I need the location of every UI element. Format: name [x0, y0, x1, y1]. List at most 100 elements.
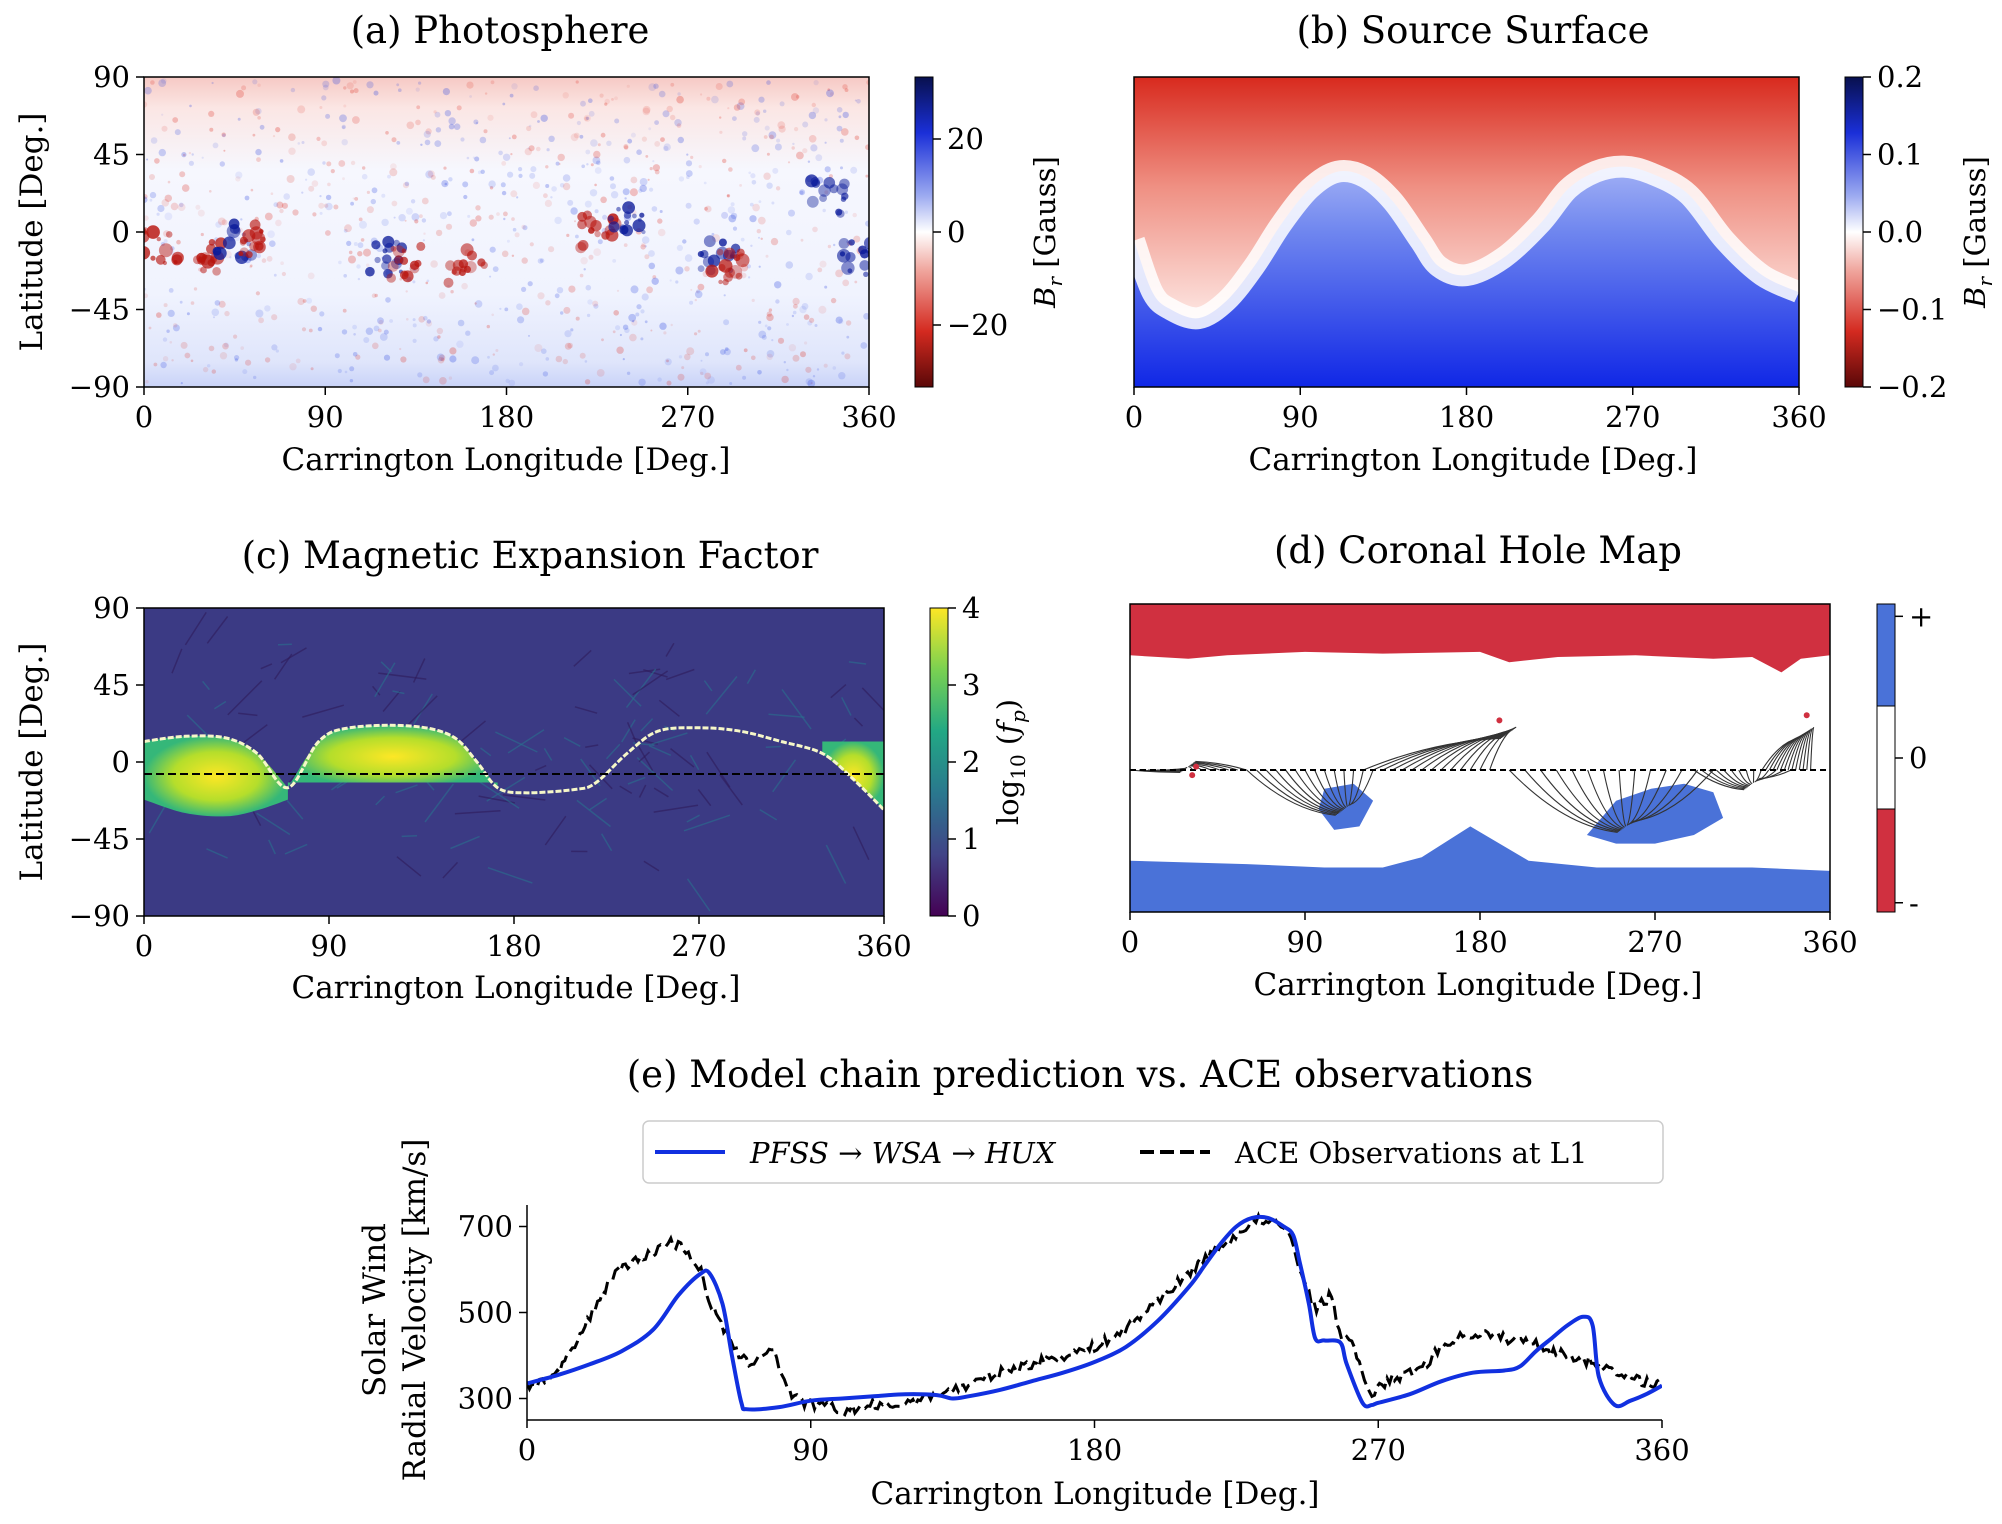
photosphere-noise-speck [273, 202, 279, 208]
photosphere-noise-speck [190, 301, 195, 305]
photosphere-noise-speck [766, 313, 774, 322]
active-region-6-blob [458, 259, 469, 269]
photosphere-noise-speck [630, 285, 639, 294]
field-line [1256, 769, 1337, 816]
expansion-streak [256, 812, 291, 836]
photosphere-noise-speck [508, 379, 516, 387]
photosphere-noise-speck [626, 371, 631, 375]
photosphere-noise-speck [236, 89, 244, 98]
active-region-4-blob [382, 254, 392, 264]
photosphere-noise-speck [319, 195, 322, 198]
photosphere-noise-speck [700, 93, 703, 96]
expansion-streak [442, 861, 459, 879]
panel-a-ctick-label-1: 0 [947, 215, 965, 249]
photosphere-noise-speck [252, 133, 256, 137]
expansion-streak [830, 684, 847, 699]
expansion-streak [495, 731, 538, 753]
panel-b-title: (b) Source Surface [1296, 9, 1649, 52]
photosphere-noise-speck [448, 117, 456, 125]
photosphere-noise-speck [562, 182, 571, 191]
expansion-streak [478, 780, 520, 809]
photosphere-noise-speck [360, 238, 365, 242]
photosphere-noise-speck [271, 344, 278, 351]
photosphere-noise-speck [169, 341, 173, 344]
photosphere-noise-speck [233, 334, 238, 339]
active-region-10-blob [718, 279, 723, 285]
photosphere-noise-speck [579, 352, 586, 359]
field-line [1730, 769, 1751, 786]
photosphere-noise-speck [167, 309, 175, 317]
active-region-12-blob [873, 249, 882, 258]
photosphere-noise-speck [557, 153, 565, 162]
panel-coronal-hole-map: (d) Coronal Hole Map 0 90 180 270 360 Carrin… [1121, 529, 1934, 1003]
photosphere-noise-speck [580, 100, 586, 107]
panel-e-xtick-label-90: 90 [792, 1433, 829, 1467]
panel-b-ctick-label-0: 0.2 [1877, 60, 1923, 94]
photosphere-noise-speck [404, 219, 407, 222]
photosphere-noise-speck [639, 178, 648, 186]
photosphere-noise-speck [350, 160, 356, 166]
photosphere-noise-speck [443, 166, 447, 170]
panel-e-ylabel-line1: Solar Wind [357, 1223, 393, 1397]
photosphere-noise-speck [383, 329, 389, 335]
photosphere-noise-speck [348, 250, 353, 255]
photosphere-noise-speck [827, 88, 830, 91]
photosphere-noise-speck [219, 352, 228, 360]
photosphere-noise-speck [342, 125, 345, 129]
photosphere-noise-speck [813, 80, 819, 86]
photosphere-noise-speck [796, 151, 804, 160]
photosphere-noise-speck [342, 308, 347, 313]
series-model-chain [527, 1214, 1662, 1412]
photosphere-noise-speck [651, 277, 659, 285]
photosphere-noise-speck [788, 344, 797, 352]
photosphere-noise-speck [562, 358, 568, 365]
photosphere-noise-speck [852, 212, 857, 218]
field-line [1756, 769, 1777, 781]
expansion-streak [746, 669, 757, 684]
panel-source-surface: (b) Source Surface 0 90 180 270 360 Carringt… [1125, 9, 1997, 478]
photosphere-noise-speck [521, 286, 527, 292]
photosphere-noise-speck [332, 77, 341, 85]
photosphere-noise-speck [161, 199, 170, 207]
photosphere-noise-speck [763, 172, 771, 180]
photosphere-noise-speck [223, 149, 226, 152]
photosphere-noise-speck [253, 375, 257, 380]
active-region-11-blob [805, 174, 819, 188]
photosphere-noise-speck [215, 221, 222, 228]
active-region-5-blob [409, 260, 420, 270]
photosphere-noise-speck [769, 134, 774, 140]
photosphere-noise-speck [150, 80, 155, 85]
photosphere-noise-speck [391, 137, 397, 143]
panel-e-title: (e) Model chain prediction vs. ACE obser… [627, 1053, 1533, 1096]
photosphere-noise-speck [705, 352, 709, 357]
photosphere-noise-speck [685, 170, 693, 177]
expansion-streak [401, 834, 418, 838]
photosphere-noise-speck [654, 120, 659, 125]
photosphere-noise-speck [327, 182, 331, 187]
photosphere-noise-speck [842, 84, 848, 90]
photosphere-noise-speck [338, 160, 346, 167]
expansion-streak [302, 704, 345, 718]
photosphere-noise-speck [624, 197, 627, 200]
photosphere-noise-speck [412, 323, 417, 328]
photosphere-noise-speck [352, 352, 358, 357]
field-line [1508, 769, 1618, 833]
photosphere-noise-speck [802, 148, 808, 154]
photosphere-noise-speck [748, 276, 751, 279]
photosphere-noise-speck [357, 242, 364, 249]
photosphere-noise-speck [288, 133, 296, 141]
photosphere-noise-speck [733, 104, 741, 111]
coronal-hole-north-negative [1130, 604, 1830, 673]
photosphere-noise-speck [301, 141, 305, 144]
field-line [1304, 769, 1343, 811]
photosphere-noise-speck [674, 119, 682, 127]
photosphere-noise-speck [555, 355, 563, 363]
photosphere-noise-speck [636, 304, 642, 310]
photosphere-noise-speck [475, 205, 481, 211]
photosphere-noise-speck [841, 351, 845, 355]
photosphere-noise-speck [574, 220, 576, 223]
field-line [1555, 769, 1622, 831]
photosphere-noise-speck [830, 297, 837, 304]
photosphere-noise-speck [501, 190, 507, 196]
photosphere-noise-speck [218, 300, 226, 308]
